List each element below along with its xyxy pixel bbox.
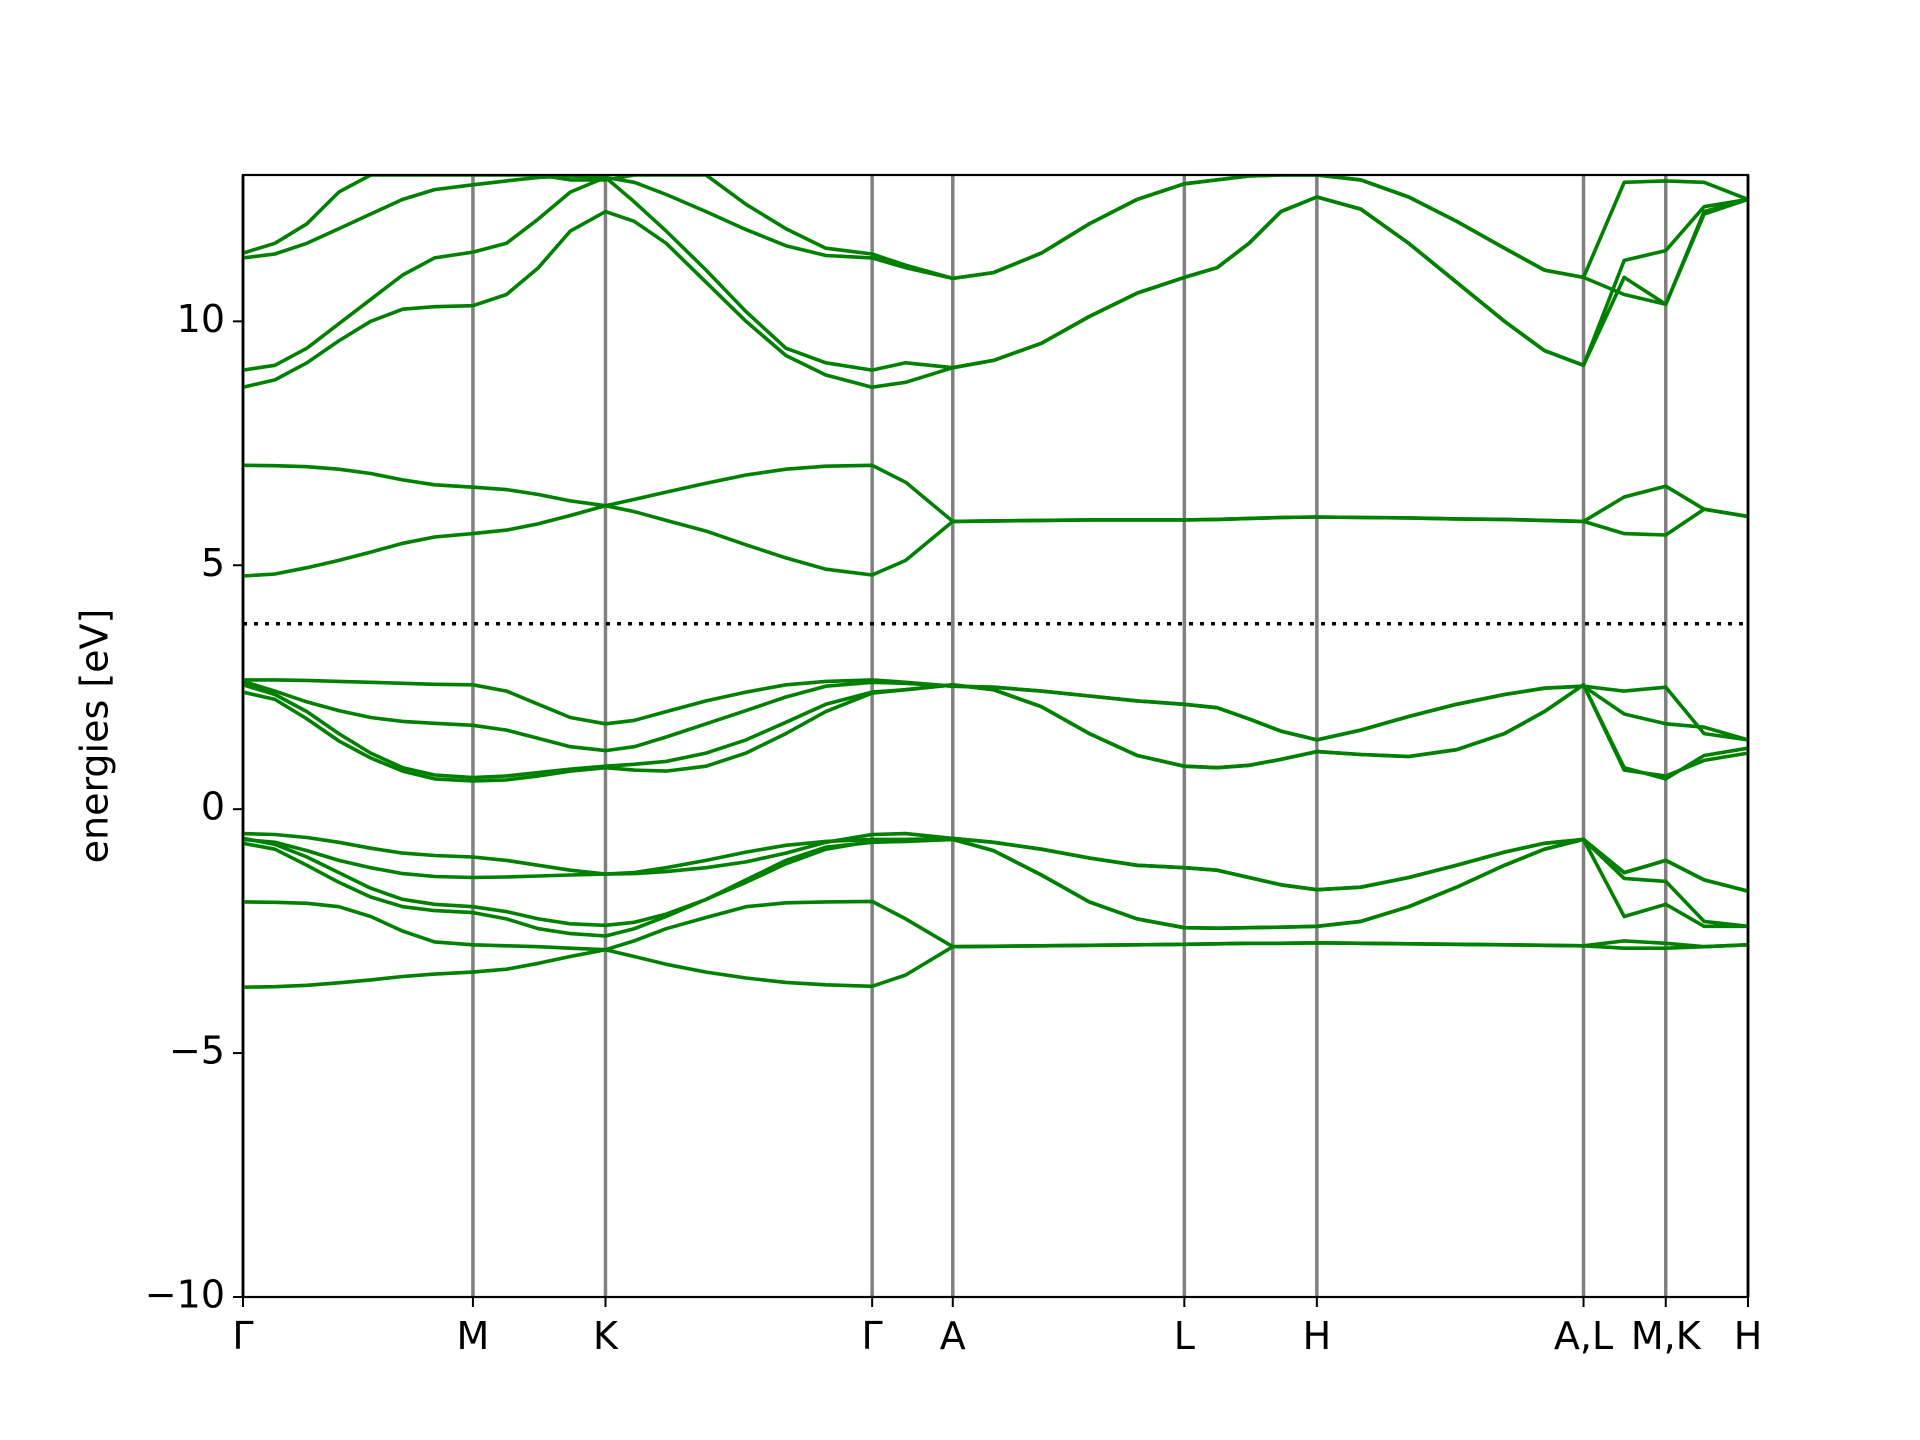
x-tick-label-2: K: [593, 1314, 619, 1358]
x-tick-label-9: H: [1734, 1314, 1763, 1358]
y-tick-label-2: 0: [201, 785, 225, 829]
band-line-12: [243, 463, 1748, 524]
x-tick-label-7: A,L: [1554, 1314, 1613, 1358]
x-axis-ticks: Γ M K Γ A L H A,L M,K H: [232, 1297, 1762, 1358]
band-line-2: [243, 899, 1748, 952]
x-tick-label-5: L: [1174, 1314, 1195, 1358]
band-line-5: [243, 836, 1748, 893]
band-lines: [243, 175, 1748, 989]
band-line-8: [243, 682, 1748, 780]
band-line-10: [243, 678, 1748, 742]
band-line-4: [243, 836, 1748, 931]
y-tick-label-0: −10: [145, 1273, 225, 1317]
y-tick-label-1: −5: [169, 1029, 225, 1073]
band-line-14: [243, 175, 1748, 372]
x-tick-label-0: Γ: [232, 1314, 253, 1358]
x-tick-label-4: A: [940, 1314, 966, 1358]
band-line-16: [243, 175, 1748, 281]
x-tick-label-3: Γ: [862, 1314, 883, 1358]
band-line-7: [243, 682, 1748, 783]
band-line-11: [243, 503, 1748, 578]
band-line-6: [243, 831, 1748, 893]
x-tick-label-8: M,K: [1631, 1314, 1702, 1358]
x-tick-label-1: M: [457, 1314, 490, 1358]
plot-frame: [241, 173, 1750, 1299]
x-tick-label-6: H: [1303, 1314, 1332, 1358]
y-tick-label-4: 10: [177, 297, 225, 341]
band-line-15: [243, 175, 1748, 307]
band-line-3: [243, 837, 1748, 938]
band-line-1: [243, 940, 1748, 989]
y-axis-title: energies [eV]: [73, 609, 117, 864]
y-tick-label-3: 5: [201, 541, 225, 585]
k-point-lines: [241, 175, 1750, 1297]
y-axis-ticks: −10 −5 0 5 10: [145, 297, 243, 1317]
